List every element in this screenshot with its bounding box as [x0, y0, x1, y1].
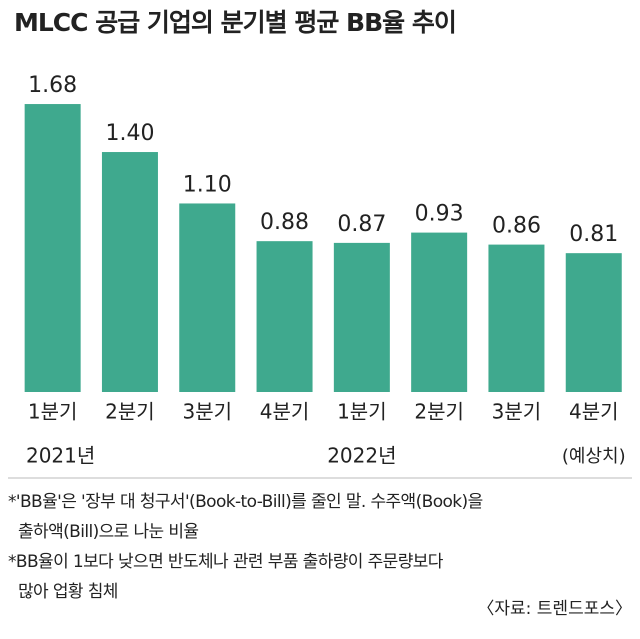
note: 출하액(Bill)으로 나눈 비율 — [18, 522, 198, 542]
value-label: 0.93 — [415, 202, 464, 227]
bar — [256, 241, 313, 392]
bar — [24, 104, 81, 392]
bar — [179, 203, 236, 392]
chart-title: MLCC 공급 기업의 분기별 평균 BB율 추이 — [14, 8, 456, 37]
x-tick-label: 3분기 — [492, 400, 542, 424]
x-tick-label: 2분기 — [105, 400, 155, 424]
source: 〈자료: 트렌드포스〉 — [477, 599, 632, 619]
x-sublabel: 2021년 — [26, 444, 95, 468]
bar — [411, 232, 468, 392]
value-label: 0.88 — [260, 210, 309, 235]
value-label: 0.87 — [337, 212, 386, 237]
bar — [565, 253, 622, 392]
x-tick-label: 4분기 — [260, 400, 310, 424]
bar — [101, 152, 158, 392]
x-sublabel: (예상치) — [562, 446, 626, 467]
value-label: 1.10 — [183, 172, 232, 197]
x-tick-label: 1분기 — [28, 400, 78, 424]
x-sublabel: 2022년 — [327, 444, 396, 468]
note: 많아 업황 침체 — [18, 582, 118, 602]
x-tick-label: 4분기 — [569, 400, 619, 424]
x-tick-label: 3분기 — [182, 400, 232, 424]
value-label: 0.81 — [569, 222, 618, 247]
bar — [333, 242, 390, 392]
value-label: 0.86 — [492, 214, 541, 239]
value-label: 1.68 — [28, 73, 77, 98]
note: *BB율이 1보다 낮으면 반도체나 관련 부품 출하량이 주문량보다 — [8, 552, 444, 572]
x-tick-label: 2분기 — [414, 400, 464, 424]
note: *'BB율'은 '장부 대 청구서'(Book-to-Bill)를 줄인 말. … — [8, 492, 483, 512]
value-label: 1.40 — [105, 121, 154, 146]
x-tick-label: 1분기 — [337, 400, 387, 424]
bar — [488, 244, 545, 392]
